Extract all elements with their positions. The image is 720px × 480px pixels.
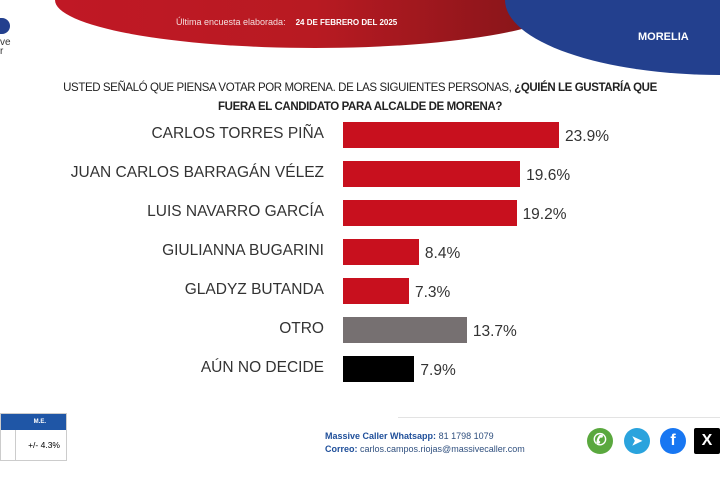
value-label: 13.7%	[472, 323, 517, 340]
city-label: MORELIA	[638, 31, 689, 43]
bar	[343, 200, 517, 226]
bar	[343, 356, 415, 382]
bar	[343, 239, 419, 265]
value-label: 8.4%	[424, 245, 461, 262]
me-value: +/- 4.3%	[15, 430, 66, 460]
value-label: 7.9%	[420, 362, 456, 379]
survey-date-line: Última encuesta elaborada: 24 DE FEBRERO …	[176, 17, 397, 27]
logo: ve r	[0, 18, 11, 57]
me-header: M.E.	[1, 414, 66, 430]
category-label: GLADYZ BUTANDA	[184, 281, 324, 298]
category-label: OTRO	[279, 320, 324, 337]
x-icon[interactable]: X	[694, 428, 720, 454]
footer-divider	[398, 417, 720, 418]
margin-error-table: M.E. +/- 4.3%	[0, 413, 67, 461]
bar	[343, 161, 521, 187]
contact-info: Massive Caller Whatsapp: 81 1798 1079 Co…	[325, 431, 525, 454]
bar	[343, 317, 467, 343]
category-label: GIULIANNA BUGARINI	[162, 242, 324, 259]
category-label: LUIS NAVARRO GARCÍA	[147, 203, 324, 220]
value-label: 23.9%	[565, 128, 609, 145]
value-label: 7.3%	[414, 284, 451, 301]
category-label: CARLOS TORRES PIÑA	[151, 125, 324, 142]
whatsapp-number: 81 1798 1079	[438, 431, 494, 441]
whatsapp-icon[interactable]: ✆	[587, 428, 613, 454]
category-label: JUAN CARLOS BARRAGÁN VÉLEZ	[70, 164, 324, 181]
facebook-icon[interactable]: f	[660, 428, 686, 454]
survey-label: Última encuesta elaborada:	[176, 17, 286, 27]
telegram-icon[interactable]: ➤	[624, 428, 650, 454]
survey-date: 24 DE FEBRERO DEL 2025	[295, 18, 398, 27]
bar	[343, 278, 409, 304]
value-label: 19.2%	[522, 206, 567, 223]
bar	[343, 122, 560, 148]
category-label: AÚN NO DECIDE	[200, 359, 324, 376]
value-label: 19.6%	[526, 167, 571, 184]
question-title: USTED SEÑALÓ QUE PIENSA VOTAR POR MORENA…	[63, 82, 657, 113]
email-address: carlos.campos.riojas@massivecaller.com	[360, 444, 525, 454]
